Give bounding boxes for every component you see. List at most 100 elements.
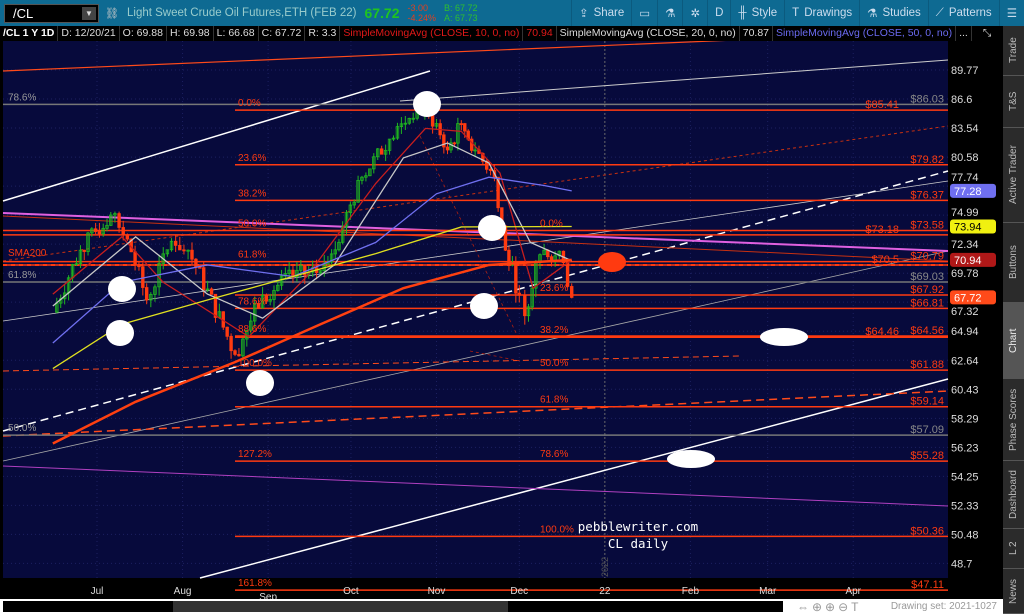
- fib-label: 78.6%: [540, 449, 568, 460]
- drawing-set[interactable]: Drawing set: 2021-1027: [890, 601, 997, 612]
- level-label-group: $73.18: [865, 224, 899, 236]
- toolbar-button-style[interactable]: ╫ Style: [730, 0, 784, 26]
- sidebar-tab-dashboard[interactable]: Dashboard: [1003, 461, 1024, 529]
- fib-label-group: 78.6%: [540, 449, 568, 460]
- trend-line: [199, 378, 949, 579]
- price-chart[interactable]: 77.28 73.94 70.94 67.72 pebblewriter.com CL d…: [0, 41, 1003, 599]
- toolbar-buttons: ⇪ Share ▭ ⚗ ✲ D ╫ Style T Drawings ⚗ Studies ⟋ Patter…: [570, 0, 1024, 26]
- fib-label-group: 38.2%: [540, 325, 568, 336]
- fib-label-group: 100.0%: [540, 524, 574, 535]
- symbol-selector[interactable]: /CL ▼: [4, 3, 99, 23]
- sidebar-tab-active-trader[interactable]: Active Trader: [1003, 128, 1024, 223]
- level-label: $64.46: [865, 326, 899, 338]
- sidebar-tab-phase-scores[interactable]: Phase Scores: [1003, 379, 1024, 461]
- fib-label: 88.6%: [238, 324, 266, 335]
- sma200-label: SMA200: [8, 248, 47, 259]
- toolbar-button-drawings[interactable]: T Drawings: [784, 0, 859, 26]
- candle: [229, 335, 233, 352]
- fib-label-group: 161.8%: [238, 578, 272, 589]
- level-label: $69.03: [910, 271, 944, 283]
- fib-label: 23.6%: [238, 153, 266, 164]
- y-tick-label: 62.64: [951, 355, 979, 367]
- trend-line: [2, 390, 949, 437]
- level-label-group: $59.14: [910, 396, 944, 408]
- fib-label-group: 78.6%: [8, 92, 36, 103]
- zoom-tools-icon[interactable]: ⇔⊕⊕⊖T: [797, 599, 862, 614]
- fib-label-group: 50.0%: [238, 218, 266, 229]
- fib-label-group: 0.0%: [540, 218, 563, 229]
- sidebar-tab-trade[interactable]: Trade: [1003, 26, 1024, 76]
- price-badge: 73.94: [950, 219, 996, 234]
- candle: [391, 137, 396, 140]
- fib-label-group: 50.0%: [540, 358, 568, 369]
- toolbar-button-share[interactable]: ⇪ Share: [570, 0, 631, 26]
- candle: [496, 176, 500, 209]
- toolbar-button-d[interactable]: D: [707, 0, 730, 26]
- candle: [570, 286, 574, 298]
- ma-line-sma50: [52, 176, 572, 344]
- fib-label-group: 61.8%: [238, 250, 266, 261]
- fib-label: 50.0%: [8, 423, 36, 434]
- sidebar-tab-buttons[interactable]: Buttons: [1003, 223, 1024, 303]
- scrollbar-thumb[interactable]: [173, 601, 508, 612]
- sidebar-tab-news[interactable]: News: [1003, 569, 1024, 614]
- candle: [372, 156, 376, 170]
- y-tick-label-group: 69.78: [951, 268, 979, 280]
- toolbar-button-patterns[interactable]: ⟋ Patterns: [927, 0, 999, 26]
- candle-icon: ╫: [738, 7, 747, 19]
- candle: [542, 249, 546, 256]
- fib-label: 100.0%: [540, 524, 574, 535]
- price-badge-label: 70.94: [954, 255, 982, 267]
- fib-label: 100.0%: [238, 358, 272, 369]
- flask-icon: ⚗: [665, 8, 676, 20]
- candle: [260, 294, 265, 309]
- candle: [526, 306, 531, 317]
- toolbar-button-gear-icon[interactable]: ✲: [682, 0, 707, 26]
- level-label: $67.92: [910, 284, 944, 296]
- y-tick-label: 72.34: [951, 239, 979, 251]
- toolbar-button-calendar-icon[interactable]: ▭: [631, 0, 657, 26]
- low: L: 66.68: [214, 26, 259, 41]
- fib-label-group: 100.0%: [238, 358, 272, 369]
- level-label: $47.11: [911, 579, 944, 591]
- candle: [517, 292, 521, 296]
- toolbar-button-menu-icon[interactable]: ☰: [998, 0, 1024, 26]
- candle: [463, 123, 467, 132]
- candle: [514, 263, 518, 294]
- fib-label-group: 0.0%: [238, 98, 261, 109]
- sma10-value: 70.94: [523, 26, 557, 41]
- toolbar-button-studies[interactable]: ⚗ Studies: [859, 0, 928, 26]
- sidebar-tab-chart[interactable]: Chart: [1003, 303, 1024, 379]
- horizontal-scrollbar[interactable]: [3, 601, 783, 612]
- x-tick-label: Dec: [510, 586, 528, 597]
- symbol-text: /CL: [13, 5, 34, 21]
- date: D: 12/20/21: [58, 26, 120, 41]
- y-tick-label-group: 54.25: [951, 471, 979, 483]
- level-label-group: $69.03: [910, 271, 944, 283]
- level-label-group: $70.79: [910, 251, 944, 263]
- sma50-label[interactable]: SimpleMovingAvg (CLOSE, 50, 0, no): [773, 26, 957, 41]
- collapse-icon[interactable]: ⤡: [982, 27, 992, 39]
- toolbar-label: D: [715, 7, 724, 19]
- chart-info-bar: /CL 1 Y 1D D: 12/20/21 O: 69.88 H: 69.98…: [0, 26, 1003, 41]
- sma10-label[interactable]: SimpleMovingAvg (CLOSE, 10, 0, no): [340, 26, 524, 41]
- candle: [144, 287, 149, 301]
- x-tick-label-group: Oct: [343, 586, 359, 597]
- sidebar-tab-l-2[interactable]: L 2: [1003, 529, 1024, 569]
- sma20-label[interactable]: SimpleMovingAvg (CLOSE, 20, 0, no): [557, 26, 740, 41]
- highlight-ellipse-red: [598, 252, 626, 272]
- level-label-group: $67.92: [910, 284, 944, 296]
- price-badge-bg: [950, 290, 996, 305]
- link-icon[interactable]: ⛓: [105, 7, 119, 20]
- candle: [165, 249, 170, 255]
- toolbar-button-flask-icon[interactable]: ⚗: [657, 0, 682, 26]
- right-sidebar: Trade T&S Active Trader Buttons Chart Phase S…: [1003, 26, 1024, 614]
- y-tick-label-group: 58.29: [951, 413, 979, 425]
- more-studies[interactable]: ...: [956, 26, 972, 41]
- last-price: 67.72: [364, 5, 400, 21]
- chevron-down-icon[interactable]: ▼: [82, 6, 96, 20]
- trend-line: [2, 465, 949, 507]
- price-badge-bg: [950, 252, 996, 267]
- fib-label-group: 23.6%: [238, 153, 266, 164]
- sidebar-tab-t-s[interactable]: T&S: [1003, 76, 1024, 128]
